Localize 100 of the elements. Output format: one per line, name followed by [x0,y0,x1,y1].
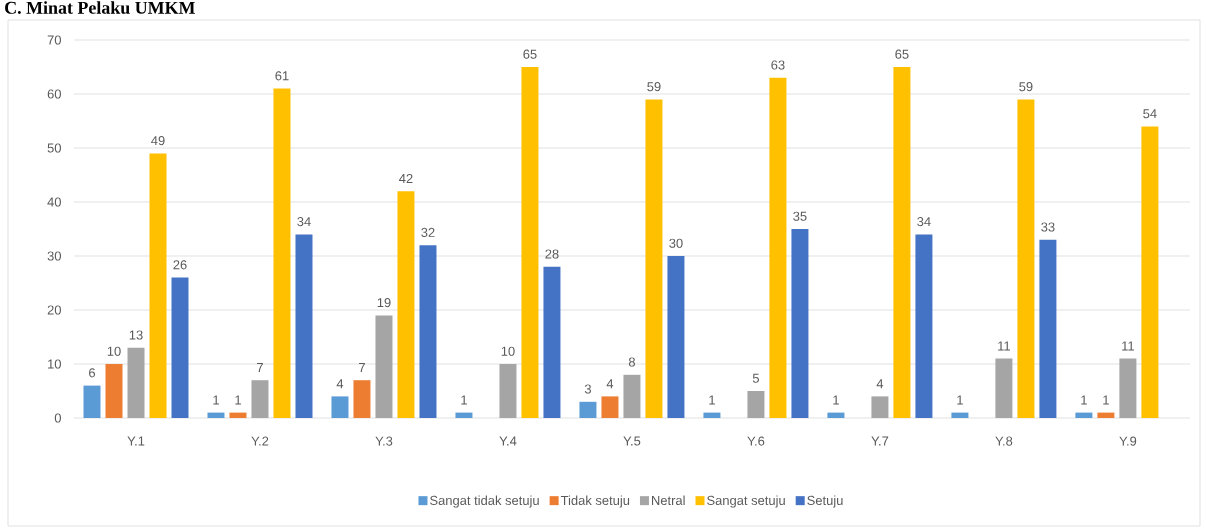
bar [455,412,473,418]
bar [893,67,911,418]
bar [149,153,167,418]
data-label: 65 [895,49,909,59]
data-label: 33 [1041,222,1055,232]
bar [397,191,415,418]
data-label: 4 [336,379,344,389]
data-label: 3 [584,384,591,394]
bar [521,67,539,418]
data-label: 1 [1103,395,1109,405]
bar [207,412,225,418]
data-label: 54 [1143,109,1157,119]
data-label: 28 [545,249,559,259]
chart-title: C. Minat Pelaku UMKM [5,1,195,14]
data-label: 5 [752,373,759,383]
data-label: 4 [876,379,884,389]
data-label: 1 [213,395,219,405]
y-tick-label: 30 [47,251,61,261]
data-label: 59 [647,82,661,92]
data-label: 34 [917,217,931,227]
bar [703,412,721,418]
y-tick-label: 40 [47,197,61,207]
bar [171,277,189,418]
bar [623,374,641,418]
data-label: 10 [107,346,121,356]
data-label: 1 [1081,395,1087,405]
bar [331,396,349,418]
bar [375,315,393,418]
bar [105,364,123,418]
data-label: 63 [771,60,785,70]
x-tick-label: Y.3 [375,436,393,446]
y-tick-label: 70 [47,35,61,45]
bar [871,396,889,418]
bar [543,266,561,418]
data-label: 30 [669,238,683,248]
data-label: 34 [297,217,311,227]
y-tick-label: 50 [47,143,61,153]
data-label: 13 [129,330,143,340]
data-label: 49 [151,136,165,146]
data-label: 42 [399,173,413,183]
bar [1075,412,1093,418]
y-tick-label: 0 [54,413,61,423]
bar [995,358,1013,418]
data-label: 11 [1122,341,1134,351]
bar [1141,126,1159,418]
data-label: 61 [275,71,289,81]
bar [769,77,787,418]
data-label: 7 [359,363,365,372]
bar [229,412,247,418]
x-tick-label: Y.2 [251,436,269,446]
data-label: 1 [461,395,467,405]
x-tick-label: Y.4 [499,436,517,446]
legend-label: Sangat setuju [707,495,785,508]
legend-label: Sangat tidak setuju [430,495,539,508]
bar [915,234,933,418]
legend-label: Netral [652,495,685,506]
bar [827,412,845,418]
data-label: 10 [501,346,515,356]
bar [747,391,765,418]
bar [645,99,663,418]
x-tick-label: Y.1 [127,436,145,446]
bar [353,380,371,418]
bar [1039,239,1057,418]
data-label: 1 [235,395,241,405]
x-tick-label: Y.9 [1119,436,1137,446]
data-label: 7 [257,363,263,372]
data-label: 1 [833,395,839,405]
x-tick-label: Y.7 [871,436,889,446]
bar [273,88,291,418]
bar [601,396,619,418]
bar [951,412,969,418]
bar [667,256,685,418]
bar [127,347,145,418]
x-tick-label: Y.5 [623,436,641,446]
bar [419,245,437,418]
data-label: 1 [957,395,963,405]
bar [791,229,809,418]
bar [579,401,597,418]
data-label: 4 [606,379,614,389]
data-label: 65 [523,49,537,59]
y-tick-label: 20 [47,305,61,315]
bar [1119,358,1137,418]
data-label: 26 [173,260,187,270]
data-label: 59 [1019,82,1033,92]
bar [1017,99,1035,418]
bar [1097,412,1115,418]
y-tick-label: 60 [47,89,61,99]
x-tick-label: Y.8 [995,436,1013,446]
bar [499,364,517,418]
legend-label: Tidak setuju [560,495,630,508]
y-tick-label: 10 [48,359,61,369]
data-label: 32 [421,227,435,237]
data-label: 6 [89,368,96,378]
bar [295,234,313,418]
data-label: 11 [998,341,1010,351]
data-label: 1 [709,395,715,405]
bar [251,380,269,418]
x-tick-label: Y.6 [747,436,765,446]
bar [83,385,101,418]
data-label: 19 [377,298,391,308]
